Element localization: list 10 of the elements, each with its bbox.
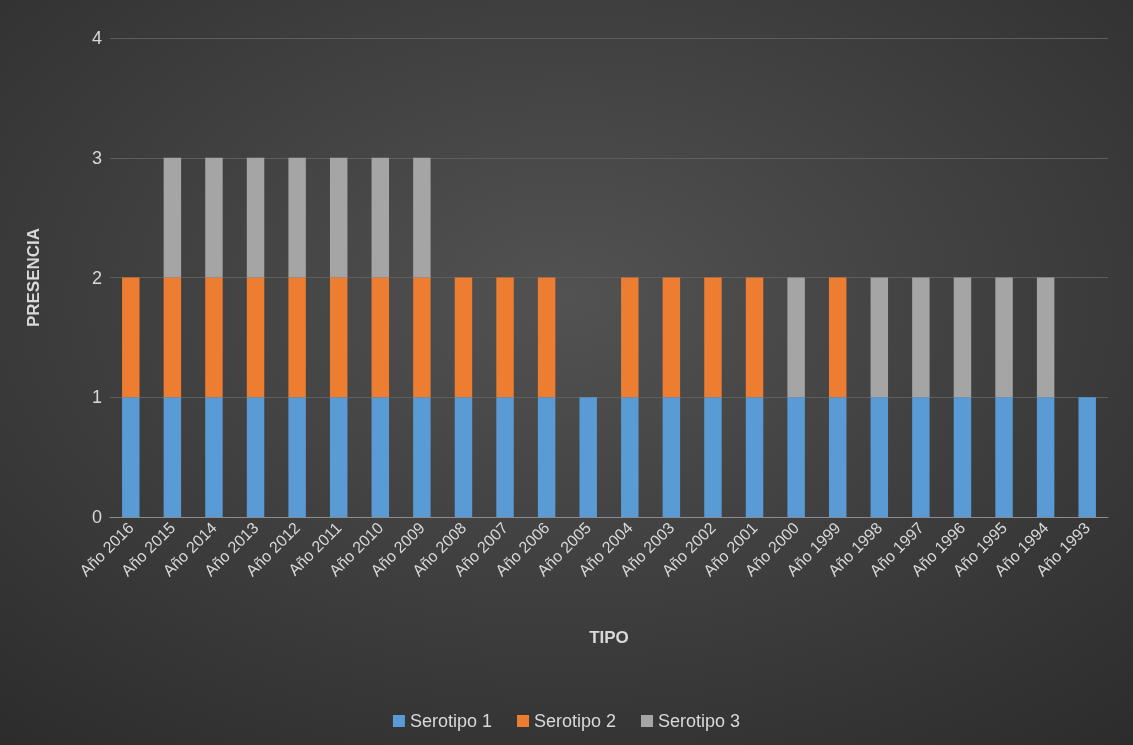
legend-label: Serotipo 2 <box>533 711 617 731</box>
y-tick-label: 0 <box>91 507 102 527</box>
y-tick-label: 1 <box>91 387 102 408</box>
y-tick-label: 2 <box>91 267 102 288</box>
legend-label: Serotipo 3 <box>658 711 741 731</box>
y-axis-title: PRESENCIA <box>24 227 43 328</box>
x-axis-title: TIPO <box>589 628 629 647</box>
legend-label: Serotipo 1 <box>409 711 492 731</box>
y-tick-label: 4 <box>91 28 102 48</box>
y-tick-label: 3 <box>91 147 102 168</box>
